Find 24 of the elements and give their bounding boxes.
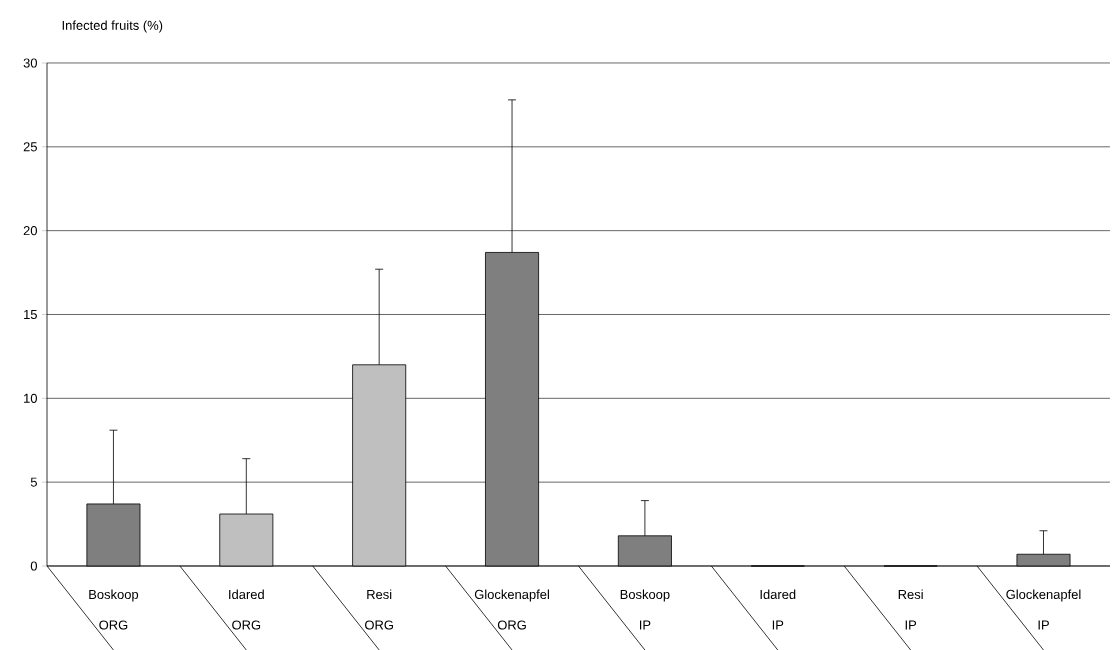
x-tick-label: Boskoop [620, 589, 670, 602]
y-tick-label: 20 [23, 226, 37, 236]
text: ORG [99, 620, 128, 630]
x-tick-label: Resi [367, 589, 392, 600]
text: ORG [232, 620, 261, 630]
x-tick-label: Glockenapfel [474, 589, 549, 602]
text: IP [639, 620, 651, 630]
text: IP [1038, 620, 1049, 630]
text: IP [772, 620, 784, 630]
y-tick-label: 25 [23, 142, 37, 152]
y-tick-label: 0 [30, 561, 37, 571]
y-tick-label: 10 [24, 393, 37, 403]
x-tick-label: Resi [898, 589, 923, 600]
text: IP [905, 620, 917, 630]
text: ORG [497, 620, 526, 630]
x-tick-label: Boskoop [89, 589, 139, 602]
y-tick-label: 5 [30, 477, 37, 487]
x-tick-label: Glockenapfel [1006, 589, 1081, 602]
y-tick-label: 30 [23, 58, 37, 68]
x-tick-label: Idared [229, 589, 264, 600]
y-axis-title: Infected fruits (%) [62, 20, 163, 33]
text: ORG [365, 620, 393, 630]
y-tick-label: 15 [24, 309, 37, 319]
x-tick-label: Idared [760, 589, 796, 600]
